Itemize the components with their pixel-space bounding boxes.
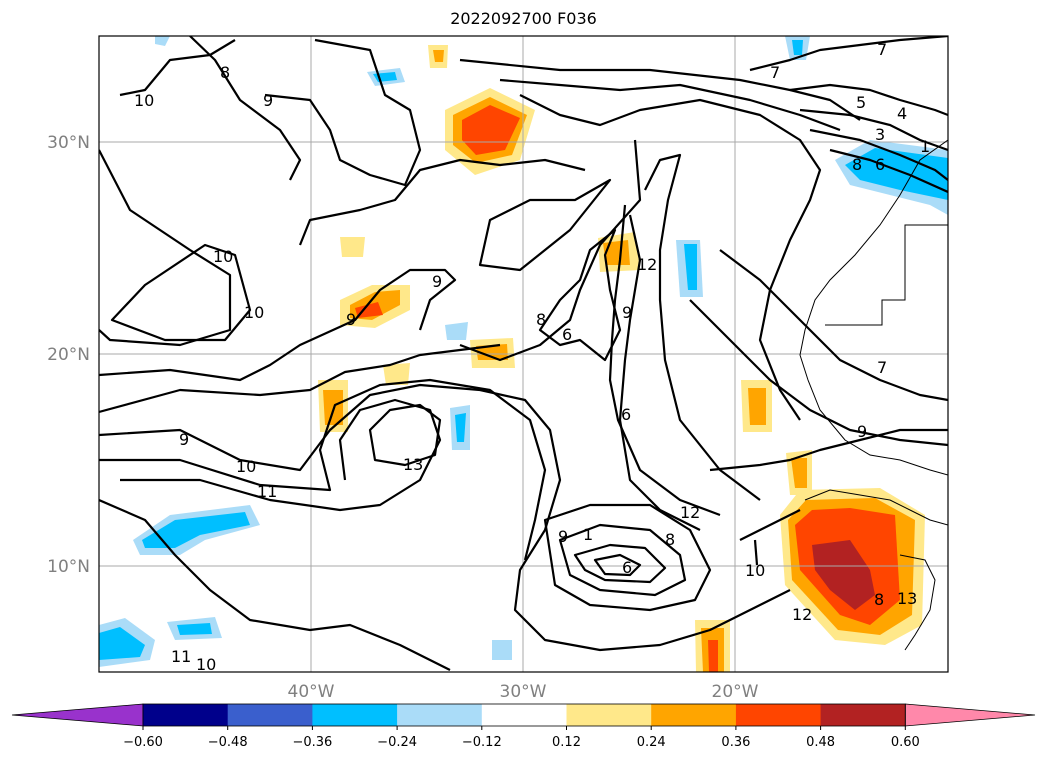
colorbar-tick-label: 0.36 xyxy=(721,735,750,750)
lat-label-30n: 30°N xyxy=(47,133,90,153)
colorbar-tick-label: 0.48 xyxy=(806,735,835,750)
colorbar-segment xyxy=(143,704,229,726)
contours xyxy=(99,36,948,671)
colorbar-tick-label: −0.24 xyxy=(377,735,417,750)
colorbar-tick-label: −0.12 xyxy=(462,735,502,750)
contour-label: 12 xyxy=(792,605,812,624)
latitude-labels: 30°N 20°N 10°N xyxy=(47,133,90,577)
contour-label: 10 xyxy=(244,303,264,322)
contour-label: 8 xyxy=(874,590,884,609)
contour-labels: 10 8 9 10 10 9 7 7 5 4 3 1 8 6 12 9 8 6 … xyxy=(134,40,930,674)
colorbar-tick-label: 0.12 xyxy=(552,735,581,750)
colorbar-tick-label: −0.36 xyxy=(292,735,332,750)
contour-label: 10 xyxy=(213,247,233,266)
contour-label: 6 xyxy=(875,155,885,174)
contour-label: 11 xyxy=(171,647,191,666)
contour-label: 10 xyxy=(745,561,765,580)
contour-label: 7 xyxy=(877,40,887,59)
colorbar-segment xyxy=(820,704,906,726)
contour-label: 1 xyxy=(920,137,930,156)
contour-label: 9 xyxy=(558,527,568,546)
contour-label: 8 xyxy=(665,530,675,549)
lon-label-40w: 40°W xyxy=(288,682,335,702)
contour-label: 9 xyxy=(857,422,867,441)
contour-label: 4 xyxy=(897,104,907,123)
contour-label: 12 xyxy=(680,503,700,522)
colorbar-outline xyxy=(142,703,906,727)
colorbar-tick-label: −0.60 xyxy=(123,735,163,750)
contour-label: 10 xyxy=(134,91,154,110)
colorbar-segment xyxy=(312,704,398,726)
colorbar-segment xyxy=(566,704,652,726)
colorbar-segment xyxy=(481,704,567,726)
contour-label: 6 xyxy=(621,405,631,424)
contour-label: 10 xyxy=(196,655,216,674)
contour-label: 10 xyxy=(236,457,256,476)
colorbar-segment xyxy=(227,704,313,726)
contour-label: 13 xyxy=(897,589,917,608)
colorbar-segment xyxy=(651,704,737,726)
contour-label: 5 xyxy=(856,93,866,112)
lat-label-20n: 20°N xyxy=(47,345,90,365)
lon-label-20w: 20°W xyxy=(712,682,759,702)
contour-label: 9 xyxy=(622,303,632,322)
contour-label: 6 xyxy=(622,558,632,577)
contour-label: 13 xyxy=(403,455,423,474)
contour-label: 8 xyxy=(852,155,862,174)
contour-label: 9 xyxy=(179,430,189,449)
colorbar-extend-low xyxy=(11,703,144,727)
contour-label: 11 xyxy=(257,482,277,501)
colorbar-segment xyxy=(397,704,483,726)
longitude-labels: 40°W 30°W 20°W xyxy=(288,682,759,702)
colorbar-tick-label: 0.60 xyxy=(891,735,920,750)
colorbar-segment xyxy=(735,704,822,726)
contour-label: 7 xyxy=(770,63,780,82)
colorbar: −0.60 −0.48 −0.36 −0.24 −0.12 0.12 0.24 0.36 0.4… xyxy=(11,703,1036,750)
map-frame xyxy=(98,35,949,673)
lon-label-30w: 30°W xyxy=(500,682,547,702)
contour-label: 8 xyxy=(536,310,546,329)
colorbar-tick-label: 0.24 xyxy=(637,735,666,750)
contour-label: 8 xyxy=(220,63,230,82)
contour-label: 9 xyxy=(263,91,273,110)
contour-label: 12 xyxy=(637,255,657,274)
contour-label: 7 xyxy=(877,358,887,377)
colorbar-tick-label: −0.48 xyxy=(208,735,248,750)
contour-label: 9 xyxy=(432,272,442,291)
contour-label: 9 xyxy=(346,310,356,329)
lat-label-10n: 10°N xyxy=(47,557,90,577)
contour-label: 6 xyxy=(562,325,572,344)
plot-title: 2022092700 F036 xyxy=(450,9,597,28)
colorbar-extend-high xyxy=(904,703,1036,727)
contour-label: 3 xyxy=(875,125,885,144)
coastlines xyxy=(799,139,948,651)
contour-label: 1 xyxy=(583,525,593,544)
